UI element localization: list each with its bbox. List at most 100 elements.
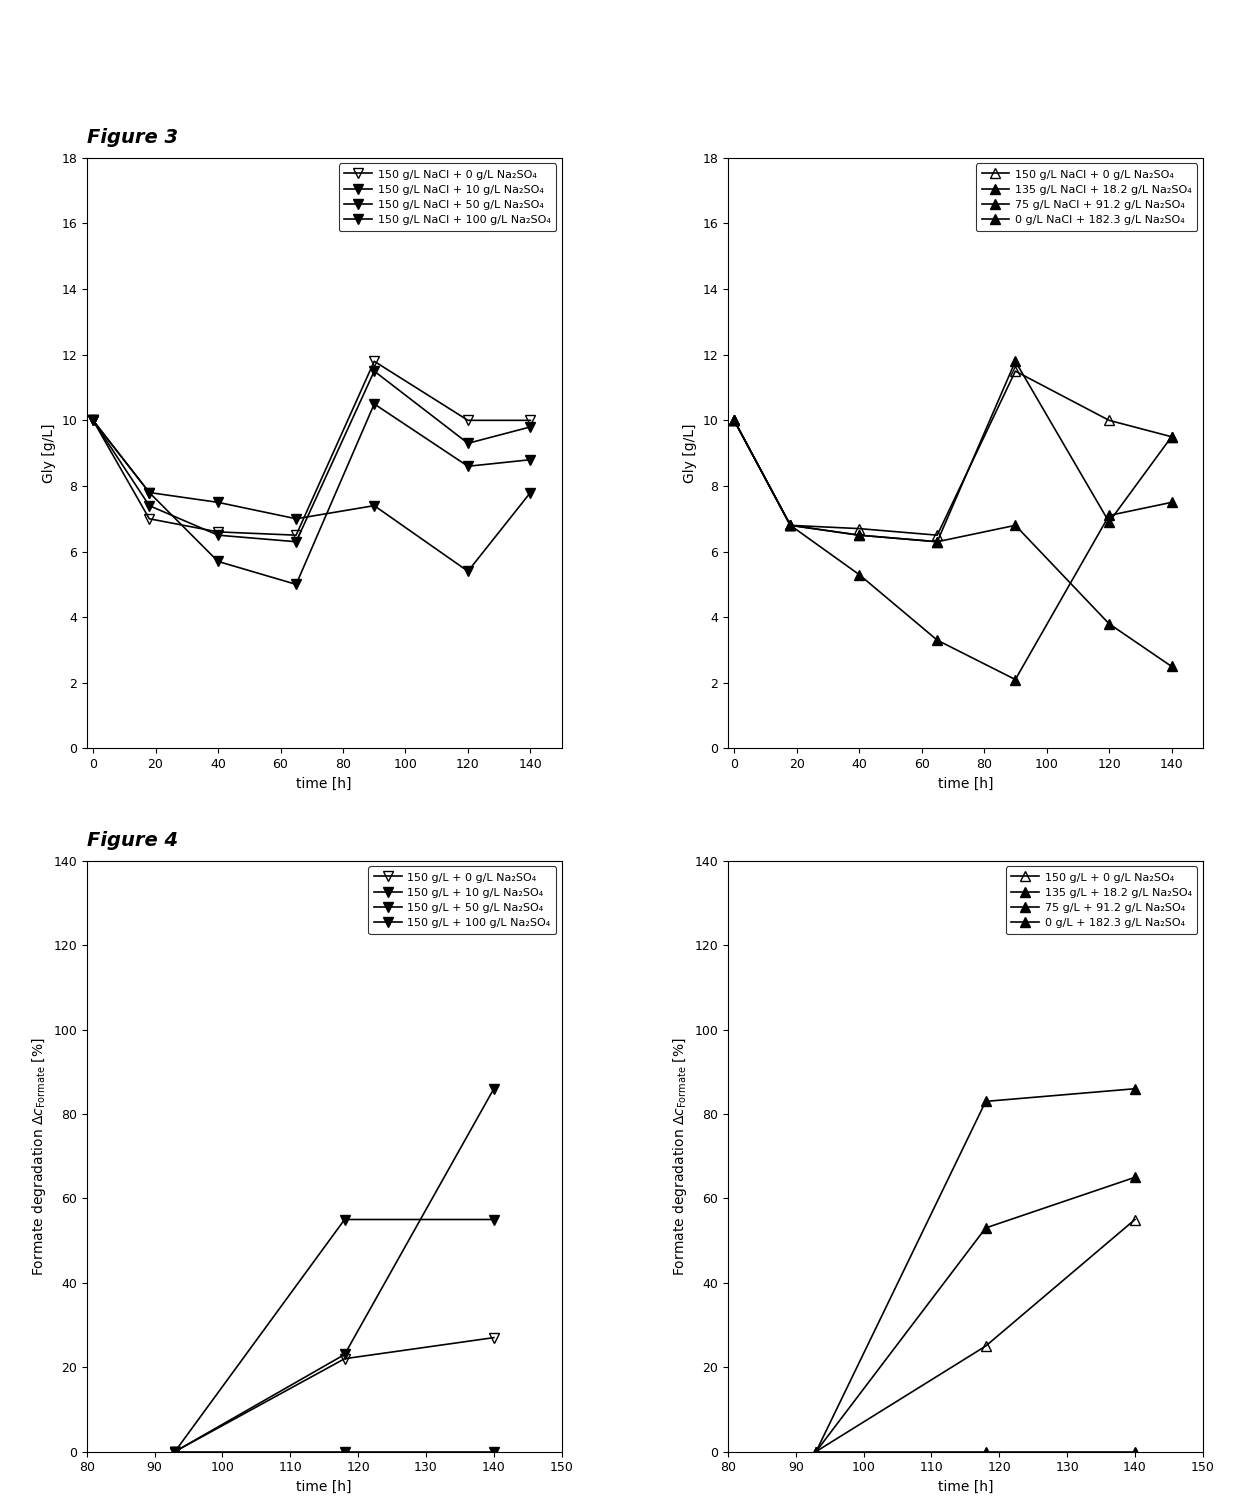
150 g/L NaCl + 50 g/L Na₂SO₄ [86,411,100,429]
Y-axis label: Formate degradation $\Delta c_{\rm Formate}$ [%]: Formate degradation $\Delta c_{\rm Forma… [671,1037,688,1276]
150 g/L NaCl + 100 g/L Na₂SO₄ [141,484,156,502]
X-axis label: time [h]: time [h] [296,777,352,791]
150 g/L + 0 g/L Na₂SO₄ [1127,1211,1142,1229]
150 g/L + 10 g/L Na₂SO₄ [486,1211,501,1229]
0 g/L NaCl + 182.3 g/L Na₂SO₄ [782,516,797,534]
Legend: 150 g/L NaCl + 0 g/L Na₂SO₄, 150 g/L NaCl + 10 g/L Na₂SO₄, 150 g/L NaCl + 50 g/L: 150 g/L NaCl + 0 g/L Na₂SO₄, 150 g/L NaC… [339,163,556,231]
75 g/L NaCl + 91.2 g/L Na₂SO₄ [1164,493,1179,511]
75 g/L + 91.2 g/L Na₂SO₄ [1127,1169,1142,1187]
Text: Figure 3: Figure 3 [87,127,177,147]
Line: 135 g/L + 18.2 g/L Na₂SO₄: 135 g/L + 18.2 g/L Na₂SO₄ [811,1084,1140,1456]
135 g/L NaCl + 18.2 g/L Na₂SO₄ [1101,513,1116,531]
150 g/L NaCl + 0 g/L Na₂SO₄ [1164,428,1179,446]
150 g/L NaCl + 0 g/L Na₂SO₄ [852,520,867,538]
150 g/L + 10 g/L Na₂SO₄ [337,1211,352,1229]
0 g/L NaCl + 182.3 g/L Na₂SO₄ [1101,615,1116,634]
75 g/L NaCl + 91.2 g/L Na₂SO₄ [727,411,742,429]
75 g/L NaCl + 91.2 g/L Na₂SO₄ [1101,507,1116,525]
135 g/L NaCl + 18.2 g/L Na₂SO₄ [930,532,945,550]
150 g/L NaCl + 50 g/L Na₂SO₄ [367,395,382,413]
150 g/L NaCl + 0 g/L Na₂SO₄ [1008,361,1023,380]
X-axis label: time [h]: time [h] [296,1480,352,1494]
150 g/L NaCl + 10 g/L Na₂SO₄ [211,526,226,544]
150 g/L NaCl + 10 g/L Na₂SO₄ [523,417,538,435]
0 g/L NaCl + 182.3 g/L Na₂SO₄ [930,532,945,550]
Line: 150 g/L NaCl + 10 g/L Na₂SO₄: 150 g/L NaCl + 10 g/L Na₂SO₄ [88,366,536,547]
Line: 135 g/L NaCl + 18.2 g/L Na₂SO₄: 135 g/L NaCl + 18.2 g/L Na₂SO₄ [729,357,1177,547]
Line: 150 g/L + 50 g/L Na₂SO₄: 150 g/L + 50 g/L Na₂SO₄ [170,1084,498,1456]
Y-axis label: Gly [g/L]: Gly [g/L] [42,423,56,482]
150 g/L NaCl + 100 g/L Na₂SO₄ [211,493,226,511]
150 g/L NaCl + 0 g/L Na₂SO₄ [460,411,475,429]
150 g/L + 100 g/L Na₂SO₄ [167,1442,182,1461]
Line: 0 g/L + 182.3 g/L Na₂SO₄: 0 g/L + 182.3 g/L Na₂SO₄ [811,1447,1140,1456]
75 g/L + 91.2 g/L Na₂SO₄ [808,1442,823,1461]
150 g/L NaCl + 0 g/L Na₂SO₄ [523,411,538,429]
Text: Figure 4: Figure 4 [87,830,177,850]
Line: 75 g/L NaCl + 91.2 g/L Na₂SO₄: 75 g/L NaCl + 91.2 g/L Na₂SO₄ [729,416,1177,685]
135 g/L NaCl + 18.2 g/L Na₂SO₄ [727,411,742,429]
Line: 75 g/L + 91.2 g/L Na₂SO₄: 75 g/L + 91.2 g/L Na₂SO₄ [811,1172,1140,1456]
150 g/L NaCl + 50 g/L Na₂SO₄ [289,576,304,594]
75 g/L NaCl + 91.2 g/L Na₂SO₄ [930,631,945,649]
0 g/L + 182.3 g/L Na₂SO₄ [978,1442,993,1461]
135 g/L NaCl + 18.2 g/L Na₂SO₄ [852,526,867,544]
150 g/L NaCl + 10 g/L Na₂SO₄ [367,361,382,380]
150 g/L + 100 g/L Na₂SO₄ [337,1442,352,1461]
150 g/L NaCl + 10 g/L Na₂SO₄ [460,434,475,452]
Legend: 150 g/L + 0 g/L Na₂SO₄, 135 g/L + 18.2 g/L Na₂SO₄, 75 g/L + 91.2 g/L Na₂SO₄, 0 g: 150 g/L + 0 g/L Na₂SO₄, 135 g/L + 18.2 g… [1006,866,1198,934]
135 g/L + 18.2 g/L Na₂SO₄ [978,1092,993,1110]
135 g/L NaCl + 18.2 g/L Na₂SO₄ [782,516,797,534]
150 g/L NaCl + 100 g/L Na₂SO₄ [523,484,538,502]
150 g/L NaCl + 100 g/L Na₂SO₄ [289,510,304,528]
Y-axis label: Formate degradation $\Delta c_{\rm Formate}$ [%]: Formate degradation $\Delta c_{\rm Forma… [30,1037,47,1276]
Line: 150 g/L + 100 g/L Na₂SO₄: 150 g/L + 100 g/L Na₂SO₄ [170,1447,498,1456]
75 g/L NaCl + 91.2 g/L Na₂SO₄ [782,516,797,534]
0 g/L + 182.3 g/L Na₂SO₄ [808,1442,823,1461]
Line: 150 g/L + 10 g/L Na₂SO₄: 150 g/L + 10 g/L Na₂SO₄ [170,1214,498,1456]
0 g/L NaCl + 182.3 g/L Na₂SO₄ [727,411,742,429]
Legend: 150 g/L NaCl + 0 g/L Na₂SO₄, 135 g/L NaCl + 18.2 g/L Na₂SO₄, 75 g/L NaCl + 91.2 : 150 g/L NaCl + 0 g/L Na₂SO₄, 135 g/L NaC… [976,163,1198,231]
0 g/L NaCl + 182.3 g/L Na₂SO₄ [1164,658,1179,676]
150 g/L + 0 g/L Na₂SO₄ [978,1337,993,1355]
Line: 0 g/L NaCl + 182.3 g/L Na₂SO₄: 0 g/L NaCl + 182.3 g/L Na₂SO₄ [729,416,1177,671]
Line: 150 g/L NaCl + 0 g/L Na₂SO₄: 150 g/L NaCl + 0 g/L Na₂SO₄ [729,366,1177,540]
0 g/L NaCl + 182.3 g/L Na₂SO₄ [1008,516,1023,534]
150 g/L + 0 g/L Na₂SO₄ [808,1442,823,1461]
150 g/L NaCl + 0 g/L Na₂SO₄ [141,510,156,528]
150 g/L NaCl + 100 g/L Na₂SO₄ [460,562,475,581]
Legend: 150 g/L + 0 g/L Na₂SO₄, 150 g/L + 10 g/L Na₂SO₄, 150 g/L + 50 g/L Na₂SO₄, 150 g/: 150 g/L + 0 g/L Na₂SO₄, 150 g/L + 10 g/L… [368,866,556,934]
150 g/L NaCl + 10 g/L Na₂SO₄ [141,496,156,514]
135 g/L NaCl + 18.2 g/L Na₂SO₄ [1164,428,1179,446]
150 g/L NaCl + 0 g/L Na₂SO₄ [211,523,226,541]
Line: 150 g/L + 0 g/L Na₂SO₄: 150 g/L + 0 g/L Na₂SO₄ [811,1214,1140,1456]
150 g/L NaCl + 100 g/L Na₂SO₄ [86,411,100,429]
150 g/L + 50 g/L Na₂SO₄ [167,1442,182,1461]
Line: 150 g/L NaCl + 50 g/L Na₂SO₄: 150 g/L NaCl + 50 g/L Na₂SO₄ [88,399,536,590]
150 g/L NaCl + 0 g/L Na₂SO₄ [782,516,797,534]
150 g/L NaCl + 0 g/L Na₂SO₄ [289,526,304,544]
0 g/L NaCl + 182.3 g/L Na₂SO₄ [852,526,867,544]
150 g/L NaCl + 0 g/L Na₂SO₄ [930,526,945,544]
150 g/L NaCl + 50 g/L Na₂SO₄ [523,451,538,469]
150 g/L NaCl + 0 g/L Na₂SO₄ [727,411,742,429]
150 g/L + 50 g/L Na₂SO₄ [486,1080,501,1098]
150 g/L NaCl + 50 g/L Na₂SO₄ [141,484,156,502]
150 g/L NaCl + 50 g/L Na₂SO₄ [211,552,226,570]
X-axis label: time [h]: time [h] [937,1480,993,1494]
75 g/L + 91.2 g/L Na₂SO₄ [978,1219,993,1237]
135 g/L + 18.2 g/L Na₂SO₄ [1127,1080,1142,1098]
150 g/L NaCl + 0 g/L Na₂SO₄ [86,411,100,429]
150 g/L + 0 g/L Na₂SO₄ [167,1442,182,1461]
150 g/L NaCl + 0 g/L Na₂SO₄ [367,352,382,370]
135 g/L NaCl + 18.2 g/L Na₂SO₄ [1008,352,1023,370]
0 g/L + 182.3 g/L Na₂SO₄ [1127,1442,1142,1461]
150 g/L + 0 g/L Na₂SO₄ [337,1350,352,1368]
150 g/L NaCl + 100 g/L Na₂SO₄ [367,496,382,514]
Line: 150 g/L NaCl + 0 g/L Na₂SO₄: 150 g/L NaCl + 0 g/L Na₂SO₄ [88,357,536,540]
75 g/L NaCl + 91.2 g/L Na₂SO₄ [852,565,867,584]
135 g/L + 18.2 g/L Na₂SO₄ [808,1442,823,1461]
150 g/L NaCl + 50 g/L Na₂SO₄ [460,457,475,475]
150 g/L + 10 g/L Na₂SO₄ [167,1442,182,1461]
Y-axis label: Gly [g/L]: Gly [g/L] [683,423,697,482]
